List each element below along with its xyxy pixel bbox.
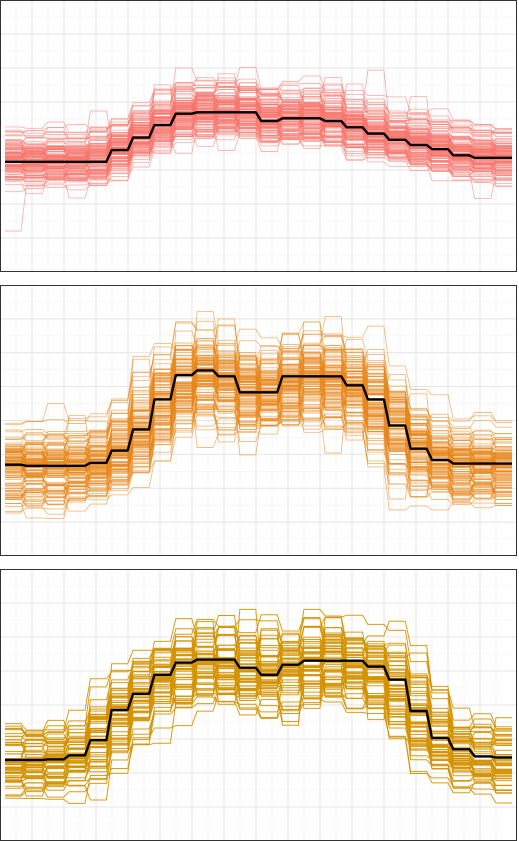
trajectory-line: [5, 653, 512, 777]
trajectory-line: [5, 398, 512, 500]
trajectory-line: [5, 113, 512, 171]
trajectory-line: [5, 384, 512, 505]
chart-panel-3: [0, 569, 517, 841]
trajectory-line: [5, 614, 512, 735]
chart-panel-2: [0, 285, 517, 556]
mean-line: [5, 111, 512, 163]
trajectory-line: [5, 130, 512, 193]
trajectory-line: [5, 99, 512, 162]
trajectory-line: [5, 89, 512, 144]
trajectory-line: [5, 389, 512, 494]
panel-border: [0, 285, 517, 556]
trajectory-line: [5, 673, 512, 794]
trajectory-line: [5, 127, 512, 189]
trajectory-line: [5, 396, 512, 513]
trajectory-line: [5, 388, 512, 502]
trajectory-line: [5, 99, 512, 162]
trajectory-line: [5, 77, 512, 147]
trajectory-line: [5, 351, 512, 454]
trajectory-line: [5, 370, 512, 500]
trajectory-line: [5, 83, 512, 136]
mean-line: [5, 658, 512, 762]
mean-line: [5, 369, 512, 467]
trajectory-lines: [5, 310, 512, 519]
trajectory-line: [5, 112, 512, 178]
trajectory-line: [5, 310, 512, 427]
panel-border: [0, 0, 517, 272]
trajectory-line: [5, 357, 512, 473]
trajectory-line: [5, 398, 512, 503]
trajectory-line: [5, 120, 512, 183]
trajectory-line: [5, 346, 512, 462]
trajectory-line: [5, 648, 512, 770]
trajectory-line: [5, 391, 512, 499]
chart-panel-1: [0, 0, 517, 272]
trajectory-line: [5, 76, 512, 145]
trajectory-line: [5, 98, 512, 161]
trajectory-line: [5, 318, 512, 450]
trajectory-line: [5, 677, 512, 797]
trajectory-line: [5, 120, 512, 181]
trajectory-line: [5, 648, 512, 798]
